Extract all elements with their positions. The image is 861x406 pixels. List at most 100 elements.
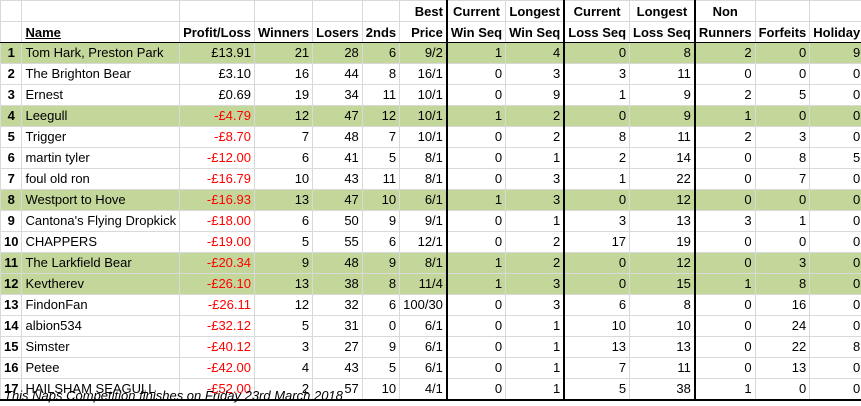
rank-cell: 2 — [0, 63, 23, 85]
winners-cell: 6 — [253, 147, 314, 169]
header-best-price: Price — [399, 21, 448, 43]
table-row: 6 martin tyler -£12.00 6 41 5 8/1 0 1 2 14 0 8 5 — [0, 147, 861, 169]
seconds-cell: 11 — [361, 84, 401, 106]
rank-cell: 13 — [0, 294, 23, 316]
winners-cell: 16 — [253, 63, 314, 85]
player-name-cell: Westport to Hove — [21, 189, 181, 211]
profit-loss-cell: -£26.10 — [179, 273, 255, 295]
best-price-cell: 10/1 — [399, 126, 448, 148]
seconds-cell: 11 — [361, 168, 401, 190]
profit-loss-cell: -£16.79 — [179, 168, 255, 190]
current-loss-seq-cell: 2 — [563, 147, 631, 169]
profit-loss-cell: £0.69 — [179, 84, 255, 106]
winners-cell: 5 — [253, 315, 314, 337]
current-win-seq-cell: 1 — [445, 105, 507, 127]
forfeits-cell: 7 — [754, 168, 811, 190]
forfeits-cell: 0 — [754, 378, 811, 401]
current-loss-seq-cell: 6 — [563, 294, 631, 316]
header-row-top: Best Current Longest Current Longest Non — [0, 0, 861, 22]
longest-win-seq-cell: 3 — [505, 294, 566, 316]
profit-loss-cell: -£42.00 — [179, 357, 255, 379]
forfeits-cell: 0 — [754, 42, 811, 64]
best-price-cell: 4/1 — [399, 378, 448, 401]
non-runners-cell: 1 — [694, 378, 756, 401]
holiday-cell: 0 — [809, 63, 861, 85]
best-price-cell: 6/1 — [399, 357, 448, 379]
forfeits-cell: 16 — [754, 294, 811, 316]
forfeits-cell: 5 — [754, 84, 811, 106]
current-loss-seq-cell: 13 — [563, 336, 631, 358]
longest-win-seq-cell: 1 — [505, 357, 566, 379]
current-loss-seq-cell: 0 — [563, 189, 631, 211]
profit-loss-cell: -£26.11 — [179, 294, 255, 316]
table-body: 1 Tom Hark, Preston Park £13.91 21 28 6 9/2 1 4 0… — [0, 42, 861, 401]
current-win-seq-cell: 0 — [445, 84, 507, 106]
winners-cell: 13 — [253, 273, 314, 295]
rank-cell: 8 — [0, 189, 23, 211]
non-runners-cell: 2 — [694, 84, 756, 106]
seconds-cell: 9 — [361, 252, 401, 274]
current-win-seq-cell: 1 — [445, 189, 507, 211]
current-loss-seq-cell: 5 — [563, 378, 631, 401]
header-row-bottom: Name Profit/Loss Winners Losers 2nds Pri… — [0, 21, 861, 43]
table-row: 2 The Brighton Bear £3.10 16 44 8 16/1 0 3 3 11 0 0 0 — [0, 63, 861, 85]
best-price-cell: 10/1 — [399, 84, 448, 106]
rank-cell: 17 — [0, 378, 23, 401]
longest-win-seq-cell: 2 — [505, 252, 566, 274]
holiday-cell: 0 — [809, 189, 861, 211]
holiday-cell: 0 — [809, 126, 861, 148]
best-price-cell: 9/1 — [399, 210, 448, 232]
best-price-cell: 6/1 — [399, 315, 448, 337]
non-runners-cell: 0 — [694, 168, 756, 190]
non-runners-cell: 0 — [694, 315, 756, 337]
best-price-cell: 8/1 — [399, 252, 448, 274]
longest-loss-seq-cell: 10 — [629, 315, 696, 337]
rank-cell: 9 — [0, 210, 23, 232]
longest-win-seq-cell: 9 — [505, 84, 566, 106]
losers-cell: 50 — [312, 210, 363, 232]
longest-win-seq-cell: 1 — [505, 336, 566, 358]
losers-cell: 41 — [312, 147, 363, 169]
winners-cell: 7 — [253, 126, 314, 148]
rank-cell: 5 — [0, 126, 23, 148]
forfeits-cell: 1 — [754, 210, 811, 232]
holiday-cell: 0 — [809, 294, 861, 316]
header-losers: Losers — [312, 21, 363, 43]
current-loss-seq-cell: 1 — [563, 84, 631, 106]
current-loss-seq-cell: 3 — [563, 63, 631, 85]
table-row: 4 Leegull -£4.79 12 47 12 10/1 1 2 0 9 1 0 0 — [0, 105, 861, 127]
non-runners-cell: 2 — [694, 126, 756, 148]
current-win-seq-cell: 0 — [445, 147, 507, 169]
seconds-cell: 5 — [361, 357, 401, 379]
player-name-cell: The Larkfield Bear — [21, 252, 181, 274]
player-name-cell: foul old ron — [21, 168, 181, 190]
header-profit-loss: Profit/Loss — [179, 21, 255, 43]
holiday-cell: 0 — [809, 105, 861, 127]
header-longest-win-top: Longest — [505, 0, 566, 22]
longest-loss-seq-cell: 9 — [629, 84, 696, 106]
non-runners-cell: 3 — [694, 210, 756, 232]
seconds-cell: 9 — [361, 210, 401, 232]
rank-cell: 6 — [0, 147, 23, 169]
forfeits-cell: 0 — [754, 189, 811, 211]
losers-cell: 47 — [312, 189, 363, 211]
header-non-runners-top: Non — [694, 0, 756, 22]
winners-cell: 13 — [253, 189, 314, 211]
seconds-cell: 6 — [361, 231, 401, 253]
player-name-cell: Simster — [21, 336, 181, 358]
player-name-cell: albion534 — [21, 315, 181, 337]
forfeits-cell: 3 — [754, 252, 811, 274]
rank-cell: 12 — [0, 273, 23, 295]
longest-win-seq-cell: 2 — [505, 105, 566, 127]
current-loss-seq-cell: 17 — [563, 231, 631, 253]
table-row: 11 The Larkfield Bear -£20.34 9 48 9 8/1 1 2 0 12 0… — [0, 252, 861, 274]
current-loss-seq-cell: 7 — [563, 357, 631, 379]
table-row: 12 Kevtherev -£26.10 13 38 8 11/4 1 3 0 15 1 8 0 — [0, 273, 861, 295]
holiday-cell: 0 — [809, 231, 861, 253]
longest-loss-seq-cell: 9 — [629, 105, 696, 127]
non-runners-cell: 0 — [694, 189, 756, 211]
winners-cell: 2 — [253, 378, 314, 401]
table-row: 9 Cantona's Flying Dropkick -£18.00 6 50 9 9/1… — [0, 210, 861, 232]
best-price-cell: 6/1 — [399, 336, 448, 358]
